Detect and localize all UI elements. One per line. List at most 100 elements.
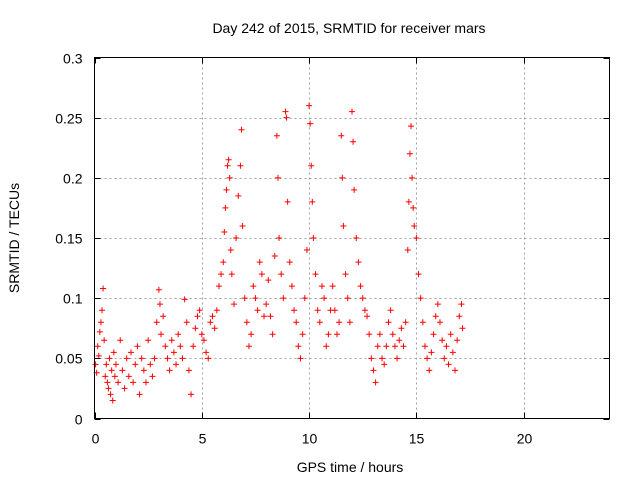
data-point [238, 126, 245, 133]
data-point [430, 331, 437, 338]
data-point [283, 114, 290, 121]
data-point [140, 367, 147, 374]
data-point [203, 349, 210, 356]
data-point [419, 319, 426, 326]
x-tick-label: 5 [199, 431, 207, 447]
data-point [374, 343, 381, 350]
data-point [250, 283, 257, 290]
data-point [428, 349, 435, 356]
data-point [284, 198, 291, 205]
data-point [123, 355, 130, 362]
data-point [211, 325, 218, 332]
data-point [434, 301, 441, 308]
data-point [351, 186, 358, 193]
data-point [209, 313, 216, 320]
data-point [223, 186, 230, 193]
data-point [228, 271, 235, 278]
data-point [183, 319, 190, 326]
data-point [312, 271, 319, 278]
data-point [271, 253, 278, 260]
data-point [258, 271, 265, 278]
data-point [105, 385, 112, 392]
data-point [308, 162, 315, 169]
data-point [417, 295, 424, 302]
data-point [458, 301, 465, 308]
data-point [125, 373, 132, 380]
data-point [179, 355, 186, 362]
y-axis-label: SRMTID / TECUs [6, 183, 22, 293]
data-point [188, 391, 195, 398]
data-point [225, 156, 232, 163]
data-point [94, 343, 101, 350]
data-point [346, 319, 353, 326]
data-point [222, 204, 229, 211]
data-point [323, 343, 330, 350]
data-point [344, 295, 351, 302]
data-point [218, 271, 225, 278]
data-point [394, 355, 401, 362]
data-point [364, 313, 371, 320]
data-point [265, 277, 272, 284]
data-point [269, 331, 276, 338]
data-point [115, 379, 122, 386]
data-point [445, 361, 452, 368]
data-point [441, 355, 448, 362]
data-point [143, 379, 149, 386]
data-point [230, 301, 237, 308]
data-point [164, 355, 171, 362]
data-point [237, 162, 244, 169]
data-point [274, 174, 281, 181]
y-tick-label: 0 [75, 412, 83, 428]
data-point [108, 367, 115, 374]
data-point [215, 283, 222, 290]
data-point [261, 313, 268, 320]
data-point [160, 313, 167, 320]
data-point [97, 319, 104, 326]
data-point [301, 295, 308, 302]
y-tick-label: 0.1 [63, 291, 83, 307]
data-point [256, 259, 263, 266]
data-point [175, 331, 182, 338]
data-point [102, 373, 109, 380]
data-point [336, 319, 343, 326]
data-point [226, 174, 233, 181]
data-point [339, 174, 346, 181]
data-point [353, 235, 360, 241]
data-point [127, 349, 134, 356]
data-point [151, 355, 158, 362]
data-point [205, 355, 212, 362]
data-point [173, 361, 180, 368]
data-point [96, 328, 103, 335]
data-point [185, 367, 192, 374]
data-point [224, 162, 231, 169]
data-point [158, 331, 165, 338]
y-tick-label: 0.3 [63, 51, 83, 67]
data-point [452, 367, 458, 374]
data-point [349, 108, 355, 115]
data-point [200, 337, 207, 344]
data-point [276, 235, 283, 241]
data-point [121, 385, 128, 392]
data-point [112, 361, 119, 368]
y-tick-label: 0.15 [55, 231, 82, 247]
data-point [227, 247, 234, 254]
axis-ticks [94, 57, 610, 420]
data-point [286, 259, 293, 266]
data-point [400, 343, 407, 350]
data-point [404, 247, 411, 254]
data-point [170, 349, 177, 356]
data-point [410, 204, 417, 211]
chart-title: Day 242 of 2015, SRMTID for receiver mar… [212, 20, 485, 36]
data-point [413, 235, 420, 241]
data-point [385, 319, 392, 326]
data-point [309, 198, 316, 205]
data-point [149, 373, 156, 380]
data-point [459, 325, 466, 332]
data-point [207, 319, 214, 326]
data-point [295, 343, 302, 350]
data-point [381, 361, 388, 368]
data-point [307, 120, 314, 127]
data-point [314, 307, 321, 314]
x-tick-label: 10 [302, 431, 318, 447]
